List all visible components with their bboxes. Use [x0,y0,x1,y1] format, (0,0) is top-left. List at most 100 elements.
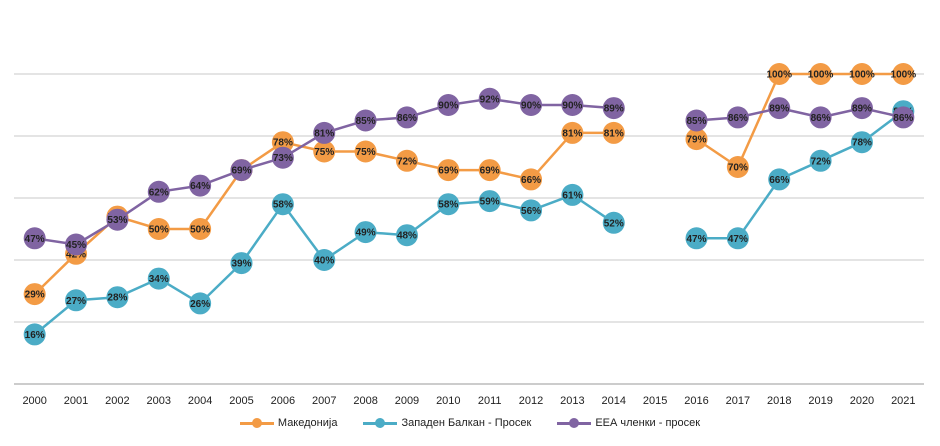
data-label: 61% [562,190,582,201]
data-label: 53% [107,215,127,226]
data-point [23,283,46,306]
data-point [230,159,253,182]
data-point [768,97,791,120]
data-label: 39% [231,259,251,270]
legend-label-western-balkans: Западен Балкан - Просек [401,417,532,429]
data-label: 66% [769,175,789,186]
x-tick-label: 2016 [684,395,708,407]
data-point [602,97,625,120]
data-label: 52% [604,218,624,229]
data-label: 89% [852,104,872,115]
x-tick-label: 2000 [22,395,46,407]
x-tick-label: 2003 [147,395,171,407]
x-tick-label: 2005 [229,395,253,407]
data-label: 70% [728,163,748,174]
data-point [892,63,915,85]
data-point [230,252,253,275]
data-point [189,218,212,240]
data-label: 89% [604,104,624,115]
x-tick-label: 2015 [643,395,667,407]
data-label: 79% [686,135,706,146]
data-label: 78% [852,138,872,149]
data-label: 81% [604,128,624,139]
data-point [313,249,336,271]
data-point [850,63,873,85]
x-tick-label: 2018 [767,395,791,407]
data-label: 75% [314,147,334,158]
series-1: 16% 27% 28% 34% 26% 39% 58% 40% 49% 48% 58% 59% 56% 6… [23,100,915,346]
x-axis: 2000 2001 2002 2003 2004 2005 2006 2007 2008 2009… [22,395,915,407]
data-point [850,131,873,154]
x-tick-label: 2001 [64,395,88,407]
data-point [561,121,584,144]
data-point [602,121,625,144]
data-point [313,140,336,163]
data-label: 28% [107,293,127,304]
data-label: 72% [811,156,831,167]
data-point [189,292,212,315]
data-label: 47% [25,234,45,245]
data-point [354,221,377,244]
data-label: 92% [480,94,500,105]
data-label: 86% [893,113,913,124]
data-point [478,87,501,110]
data-label: 81% [562,128,582,139]
x-tick-label: 2021 [891,395,915,407]
data-point [520,168,543,191]
data-label: 86% [811,113,831,124]
series-2: 47% 45% 53% 62% 64% 69% 73% 81% 85% 86% 90% 92% 90% 9… [23,87,915,256]
legend: Македонија Западен Балкан - Просек ЕЕА ч… [0,416,940,430]
data-point [520,199,543,222]
data-point [65,233,88,256]
data-label: 73% [273,153,293,164]
data-point [189,174,212,197]
data-label: 90% [521,101,541,112]
data-label: 50% [149,225,169,236]
x-tick-label: 2008 [353,395,377,407]
data-label: 34% [149,274,169,285]
data-label: 100% [849,70,875,81]
data-point [726,106,749,129]
data-label: 47% [686,234,706,245]
data-label: 66% [521,175,541,186]
legend-marker-macedonia [239,416,274,430]
data-point [768,63,791,85]
data-point [809,149,832,172]
data-label: 27% [66,296,86,307]
data-point [354,140,377,163]
legend-marker-eea [557,416,592,430]
legend-label-eea: ЕЕА членки - просек [595,417,701,429]
series-layer: 29%42%54%50%50%69%78%75%75%72%69%69%66%8… [23,63,916,346]
data-point [23,227,46,250]
data-label: 86% [728,113,748,124]
data-label: 45% [66,240,86,251]
data-point [106,208,129,231]
data-point [726,156,749,178]
data-point [561,94,584,116]
data-point [147,218,170,240]
data-label: 59% [480,197,500,208]
data-point [685,128,708,151]
x-tick-label: 2019 [808,395,832,407]
data-label: 58% [438,200,458,211]
data-point [850,97,873,120]
data-point [106,286,129,309]
x-tick-label: 2009 [395,395,419,407]
data-point [478,159,501,182]
data-label: 50% [190,225,210,236]
data-point [147,180,170,203]
x-tick-label: 2014 [602,395,626,407]
data-label: 78% [273,138,293,149]
data-point [395,149,418,172]
data-point [147,267,170,290]
data-label: 100% [766,70,792,81]
data-label: 26% [190,299,210,310]
data-label: 47% [728,234,748,245]
data-label: 89% [769,104,789,115]
data-label: 69% [438,166,458,177]
data-label: 81% [314,128,334,139]
data-label: 40% [314,256,334,267]
data-label: 16% [25,330,45,341]
x-tick-label: 2017 [726,395,750,407]
